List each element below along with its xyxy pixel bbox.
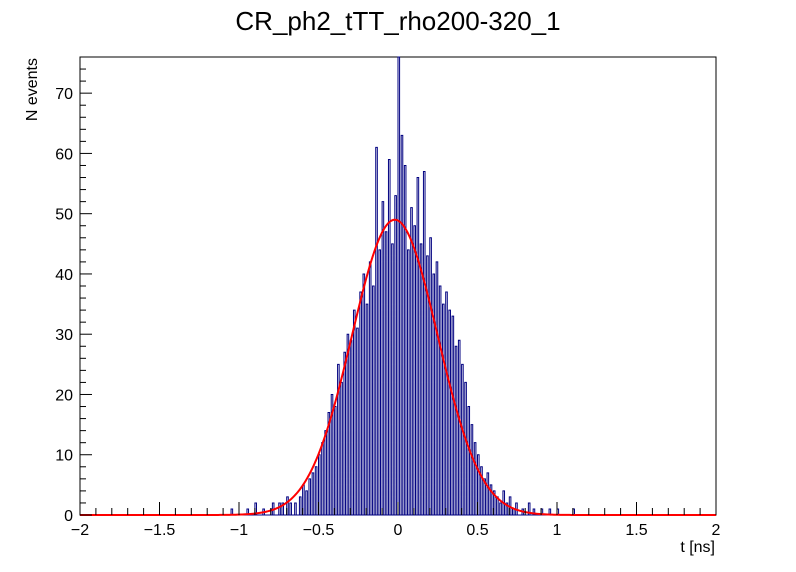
y-tick-label: 50 bbox=[55, 207, 73, 224]
y-tick-label: 60 bbox=[55, 146, 73, 163]
y-axis: 0 10 20 30 40 50 60 70 bbox=[55, 56, 92, 525]
y-tick-label: 30 bbox=[55, 327, 73, 344]
x-tick-label: −2 bbox=[71, 522, 89, 539]
y-tick-label: 0 bbox=[64, 508, 73, 525]
x-tick-label: −1 bbox=[230, 522, 248, 539]
x-tick-label: 1 bbox=[553, 522, 562, 539]
y-axis-title: N events bbox=[24, 58, 41, 121]
x-axis: −2 −1.5 −1 −0.5 0 0.5 1 1.5 2 bbox=[71, 502, 721, 539]
x-tick-label: 2 bbox=[712, 522, 721, 539]
y-tick-label: 20 bbox=[55, 387, 73, 404]
x-tick-label: 0.5 bbox=[466, 522, 488, 539]
y-tick-label: 40 bbox=[55, 267, 73, 284]
fit-series bbox=[80, 218, 716, 516]
x-tick-label: 0 bbox=[394, 522, 403, 539]
y-tick-label: 70 bbox=[55, 86, 73, 103]
x-axis-title: t [ns] bbox=[680, 539, 715, 556]
gaussian-fit-curve bbox=[80, 218, 716, 516]
y-tick-label: 10 bbox=[55, 448, 73, 465]
x-tick-label: 1.5 bbox=[625, 522, 647, 539]
x-tick-label: −0.5 bbox=[303, 522, 335, 539]
x-tick-label: −1.5 bbox=[144, 522, 176, 539]
chart-title: CR_ph2_tTT_rho200-320_1 bbox=[235, 6, 560, 36]
histogram-bins bbox=[230, 56, 575, 515]
